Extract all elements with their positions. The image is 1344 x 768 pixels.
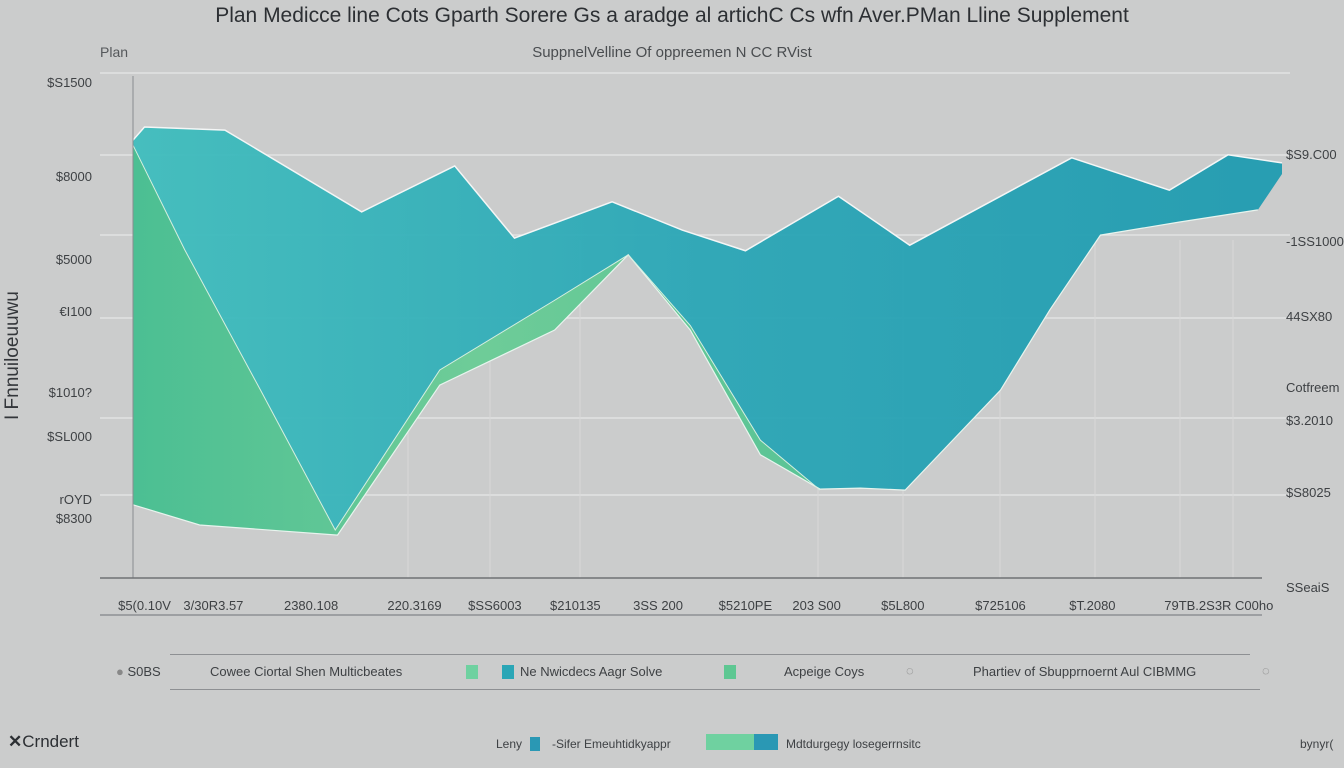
x-tick-label: $5210PE [718,598,773,613]
logo-text: Crndert [22,732,79,751]
y-tick-label-right: $3.2010 [1286,412,1333,428]
series-teal-area [133,127,1282,536]
y-tick-label-right: Cotfreem [1286,380,1340,396]
y-tick-label-left: $8000 [55,169,92,185]
legend-note-text: S0BS [127,664,161,679]
legend-item: Cowee Ciortal Shen Multicbeates [210,664,403,679]
y-tick-label-right: 44SX80 [1286,308,1333,324]
chart-title: Plan Medicce line Cots Gparth Sorere Gs … [215,4,1129,27]
footer-right-text: bynyr( [1300,737,1334,751]
legend-swatch-green [466,665,478,679]
logo-mark-icon: ✕ [8,732,23,751]
x-tick-label: 220.3169 [387,598,442,613]
y-tick-label-left: €I100 [59,303,92,319]
footer-swatch-teal [754,734,778,750]
y-tick-label-left: rOYD [59,492,93,508]
footer-swatch-teal [530,737,540,751]
x-tick-label: $SS6003 [468,598,522,613]
y-tick-label-left: $8300 [55,510,92,526]
x-tick-label: $210135 [550,598,601,613]
legend-note: ● S0BS [116,664,161,679]
logo: ✕Crndert [8,732,79,752]
series-lower-line [132,209,1258,536]
circle-icon: ◌ [1262,663,1270,678]
x-tick-label: 3/30R3.57 [183,598,244,613]
legend-swatch-green [724,665,736,679]
legend-item: Phartiev of Sbupprnoernt Aul CIBMMG [973,664,1197,679]
y-tick-label-left: $SL000 [47,429,92,445]
y-tick-label-right: $S9.C00 [1286,146,1337,162]
dot-icon: ● [116,664,128,679]
x-tick-label: 2380.108 [283,598,339,613]
circle-icon: ◌ [906,663,914,678]
x-tick-label: $725106 [975,598,1026,613]
x-tick-label: 79TB.2S3R C00ho [1164,598,1274,613]
legend-item: Acpeige Coys [784,664,865,679]
x-tick-label: $T.2080 [1069,598,1116,613]
y-tick-label-left: $S1500 [47,75,92,91]
x-tick-label: 3SS 200 [633,598,684,613]
y-tick-label-right: SSeaiS [1286,580,1330,596]
footer-item: Leny [496,737,523,751]
corner-label: Plan [100,44,129,60]
legend-top-rule [170,654,1250,655]
legend-bottom-rule [170,689,1260,690]
footer-item: Mdtdurgegy losegerrnsitc [786,737,921,751]
series-green-area [133,145,821,536]
legend-swatch-teal [502,665,514,679]
y-tick-label-right: $S8025 [1286,485,1331,501]
footer-item: -Sifer Emeuhtidkyappr [552,737,671,751]
x-tick-label: $5(0.10V [118,598,171,613]
x-tick-label: $5L800 [881,598,925,613]
y-tick-label-left: $1010? [48,385,92,401]
footer-swatch-green [706,734,754,750]
y-tick-label-right: -1SS1000 [1286,234,1344,250]
y-tick-label-left: $5000 [55,251,92,267]
legend-item: Ne Nwicdecs Aagr Solve [520,664,663,679]
chart-subtitle: SuppnelVelline Of oppreemen N CC RVist [532,44,812,61]
x-tick-label: 203 S00 [792,598,841,613]
series-green-line [132,144,821,532]
